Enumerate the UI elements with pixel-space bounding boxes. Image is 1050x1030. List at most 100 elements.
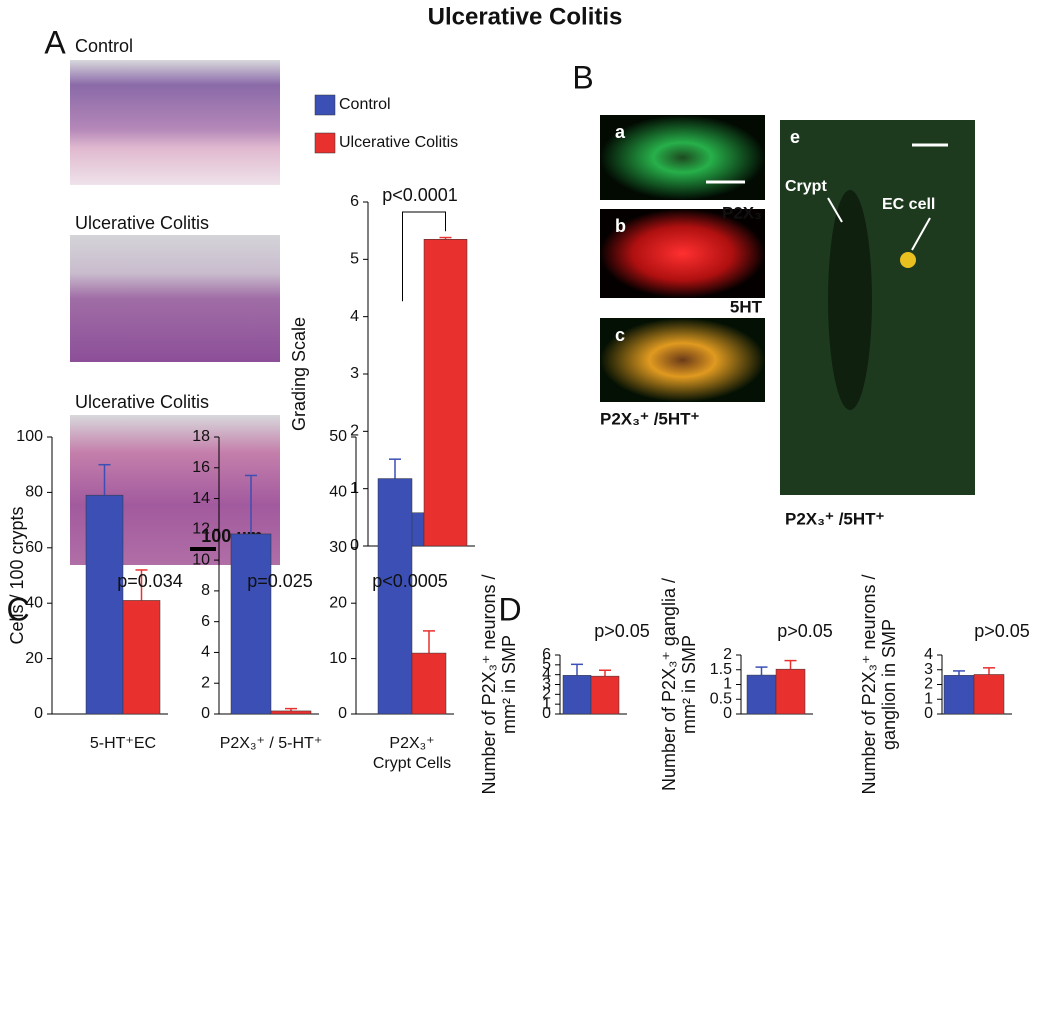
- y-tick-label: 2: [542, 686, 551, 703]
- y-tick-label: 100: [16, 428, 43, 445]
- bar: [230, 533, 272, 715]
- y-tick-label: 1: [350, 480, 359, 497]
- y-tick-label: 16: [192, 459, 210, 476]
- bar: [270, 710, 312, 715]
- y-tick-label: 4: [350, 308, 359, 325]
- p-value: p=0.034: [117, 571, 183, 591]
- y-tick-label: 4: [924, 646, 933, 663]
- image-annotation: Crypt: [785, 178, 827, 195]
- y-tick-label: 12: [192, 521, 210, 538]
- image-label: Ulcerative Colitis: [75, 392, 209, 412]
- y-tick-label: 0: [924, 705, 933, 722]
- arrow: [827, 197, 843, 223]
- y-tick-label: 40: [329, 484, 347, 501]
- legend-swatch: [314, 132, 336, 154]
- figure-title: Ulcerative Colitis: [428, 3, 623, 30]
- y-tick-label: 0: [338, 705, 347, 722]
- legend-label: Control: [339, 96, 391, 113]
- p-value: p=0.025: [247, 571, 313, 591]
- y-tick-label: 14: [192, 490, 210, 507]
- y-tick-label: 1: [542, 695, 551, 712]
- y-tick-label: 0.5: [710, 690, 732, 707]
- y-tick-label: 1.5: [710, 661, 732, 678]
- y-tick-label: 3: [350, 365, 359, 382]
- y-tick-label: 1: [723, 676, 732, 693]
- significance-bracket: [402, 211, 446, 302]
- image-label: Ulcerative Colitis: [75, 213, 209, 233]
- fluorescence-image: [600, 209, 765, 298]
- y-axis-title: Number of P2X₃⁺ ganglia /: [659, 578, 679, 791]
- y-axis-title: Grading Scale: [289, 317, 309, 431]
- bar: [411, 652, 447, 715]
- fluorescence-image: [780, 120, 975, 495]
- y-tick-label: 20: [329, 594, 347, 611]
- y-tick-label: 4: [542, 666, 551, 683]
- y-axis-title: mm² in SMP: [679, 635, 699, 734]
- y-tick-label: 2: [924, 676, 933, 693]
- image-label: 5HT: [730, 297, 763, 316]
- p-value: p<0.0005: [372, 571, 448, 591]
- histology-image: [70, 60, 280, 185]
- p-value: p>0.05: [777, 621, 833, 641]
- y-tick-label: 2: [350, 423, 359, 440]
- panel-label: B: [572, 59, 593, 95]
- bar: [973, 674, 1005, 715]
- y-tick-label: 0: [350, 537, 359, 554]
- legend-swatch: [314, 94, 336, 116]
- image-letter: c: [615, 325, 625, 345]
- y-tick-label: 6: [350, 193, 359, 210]
- y-axis-title: mm² in SMP: [499, 635, 519, 734]
- image-annotation: EC cell: [882, 196, 935, 213]
- y-tick-label: 2: [723, 646, 732, 663]
- y-tick-label: 40: [25, 594, 43, 611]
- bar: [562, 675, 592, 715]
- y-tick-label: 10: [192, 551, 210, 568]
- y-tick-label: 3: [542, 676, 551, 693]
- y-tick-label: 5: [350, 251, 359, 268]
- panel-label: D: [498, 591, 521, 627]
- image-label: P2X₃⁺ /5HT⁺: [600, 409, 700, 428]
- panel-label: A: [44, 24, 66, 60]
- y-tick-label: 0: [723, 705, 732, 722]
- x-tick-label: 5-HT⁺EC: [90, 735, 156, 752]
- y-tick-label: 10: [329, 650, 347, 667]
- bar: [943, 675, 975, 715]
- bar: [122, 600, 161, 715]
- y-tick-label: 20: [25, 650, 43, 667]
- y-tick-label: 5: [542, 656, 551, 673]
- x-tick-label: P2X₃⁺ / 5-HT⁺: [220, 735, 323, 752]
- fluorescence-image: [600, 115, 765, 200]
- y-axis-title: Number of P2X₃⁺ neurons /: [479, 575, 499, 795]
- bar: [590, 675, 620, 715]
- y-axis-title: Number of P2X₃⁺ neurons /: [859, 575, 879, 795]
- y-tick-label: 0: [542, 705, 551, 722]
- y-tick-label: 30: [329, 539, 347, 556]
- y-axis-title: Cells / 100 crypts: [7, 506, 27, 644]
- x-tick-label: Crypt Cells: [373, 755, 451, 772]
- fluorescence-image: [600, 318, 765, 402]
- image-label: P2X₃⁺ /5HT⁺: [785, 509, 885, 528]
- panel-label: C: [6, 591, 29, 627]
- bar: [85, 494, 124, 715]
- bar: [423, 239, 468, 547]
- y-tick-label: 6: [201, 613, 210, 630]
- y-axis-title: ganglion in SMP: [879, 619, 899, 750]
- p-value: p>0.05: [594, 621, 650, 641]
- image-label: Control: [75, 36, 133, 56]
- y-tick-label: 3: [924, 661, 933, 678]
- y-tick-label: 4: [201, 644, 210, 661]
- y-tick-label: 18: [192, 428, 210, 445]
- histology-image: [70, 235, 280, 362]
- legend-label: Ulcerative Colitis: [339, 134, 458, 151]
- bar: [746, 674, 777, 715]
- y-tick-label: 80: [25, 484, 43, 501]
- y-tick-label: 60: [25, 539, 43, 556]
- x-tick-label: P2X₃⁺: [389, 735, 434, 752]
- bar: [377, 478, 413, 715]
- y-tick-label: 50: [329, 428, 347, 445]
- y-tick-label: 1: [924, 690, 933, 707]
- ec-cell: [900, 252, 916, 268]
- y-tick-label: 0: [34, 705, 43, 722]
- bar: [775, 668, 806, 715]
